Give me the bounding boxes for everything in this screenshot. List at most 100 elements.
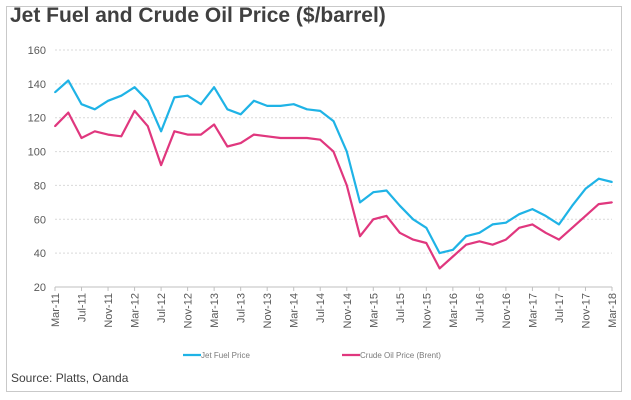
data-point [571,205,573,207]
data-point [571,227,573,229]
data-point [160,164,162,166]
line-chart: 20406080100120140160 Mar-11 Jul-11 Nov-11 M… [0,0,631,400]
gridlines [55,50,612,287]
y-axis: 20 40 60 80 100 120 140 160 [28,45,46,294]
data-point [319,110,321,112]
y-tick-label: 60 [34,214,46,226]
data-point [54,91,56,93]
data-point [174,130,176,132]
data-point [293,137,295,139]
data-point [598,203,600,205]
data-point [585,215,587,217]
y-tick-label: 160 [28,45,46,57]
data-point [227,108,229,110]
data-point [67,112,69,114]
data-point [372,191,374,193]
y-tick-label: 120 [28,113,46,125]
x-tick-label: Nov-13 [262,293,274,328]
x-tick-label: Nov-14 [342,293,354,328]
data-point [187,95,189,97]
data-point [492,224,494,226]
x-tick-label: Nov-11 [103,293,115,328]
data-point [174,97,176,99]
x-tick-label: Nov-16 [501,293,513,328]
data-point [187,134,189,136]
data-point [200,134,202,136]
data-point [505,222,507,224]
data-point [134,110,136,112]
data-point [346,185,348,187]
data-point [585,188,587,190]
data-point [107,100,109,102]
x-tick-label: Jul-15 [395,293,407,323]
data-point [200,103,202,105]
data-point [452,256,454,258]
data-point [120,95,122,97]
data-point [439,252,441,254]
data-point [333,151,335,153]
data-point [213,86,215,88]
x-tick-label: Jul-16 [474,293,486,323]
data-point [518,213,520,215]
data-point [293,103,295,105]
y-tick-label: 140 [28,79,46,91]
data-point [67,80,69,82]
data-point [399,205,401,207]
data-point [518,227,520,229]
data-point [505,239,507,241]
data-point [107,134,109,136]
x-axis: Mar-11 Jul-11 Nov-11 Mar-12 Jul-12 Nov-12 Mar-… [50,287,619,328]
data-point [425,242,427,244]
data-point [94,130,96,132]
data-point [386,190,388,192]
x-tick-label: Jul-13 [236,293,248,323]
data-point [545,232,547,234]
data-point [253,100,255,102]
source-note: Source: Platts, Oanda [11,371,128,385]
data-point [452,249,454,251]
data-point [54,125,56,127]
data-point [333,120,335,122]
data-point [359,235,361,237]
x-tick-label: Jul-11 [77,293,89,322]
x-tick-label: Mar-11 [50,293,62,327]
series-line-1 [55,111,612,269]
data-point [611,202,613,204]
data-point [465,235,467,237]
data-point [439,268,441,270]
legend: Jet Fuel Price Crude Oil Price (Brent) [183,351,441,360]
data-point [492,244,494,246]
data-point [425,227,427,229]
data-point [120,135,122,137]
data-point [359,202,361,204]
x-tick-label: Mar-12 [130,293,142,328]
data-point [532,224,534,226]
data-point [399,232,401,234]
data-point [240,113,242,115]
x-tick-label: Nov-15 [421,293,433,328]
legend-label: Jet Fuel Price [201,351,250,360]
data-point [412,239,414,241]
data-point [465,244,467,246]
data-point [134,86,136,88]
x-tick-label: Jul-17 [554,293,566,323]
series-line-0 [55,81,612,254]
y-tick-label: 100 [28,147,46,159]
data-point [266,135,268,137]
y-tick-label: 40 [34,248,46,260]
data-point [240,142,242,144]
data-point [611,181,613,183]
data-point [545,215,547,217]
data-point [94,108,96,110]
data-point [160,130,162,132]
data-point [412,218,414,220]
data-point [306,108,308,110]
x-tick-label: Mar-13 [209,293,221,328]
data-point [280,105,282,107]
data-point [280,137,282,139]
legend-label: Crude Oil Price (Brent) [360,351,441,360]
data-point [266,105,268,107]
data-point [227,146,229,148]
data-point [147,125,149,127]
data-point [479,232,481,234]
